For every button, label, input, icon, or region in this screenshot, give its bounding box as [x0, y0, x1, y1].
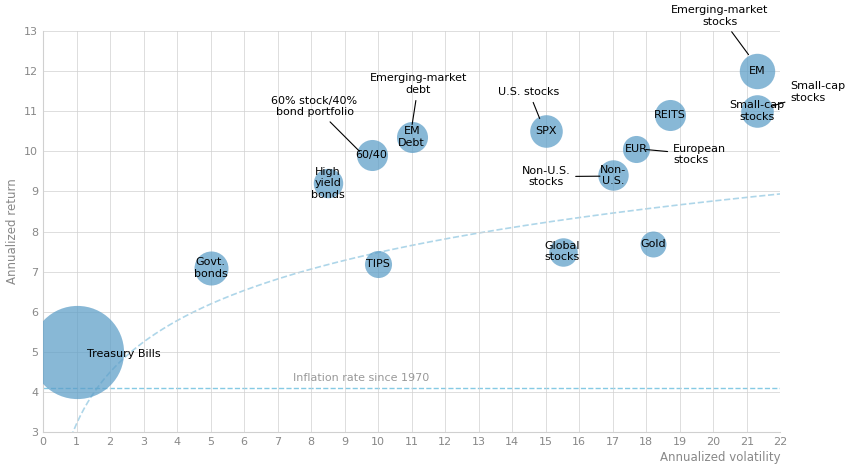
Text: European
stocks: European stocks [646, 144, 726, 165]
X-axis label: Annualized volatility: Annualized volatility [660, 452, 780, 464]
Point [321, 180, 335, 187]
Text: EUR: EUR [625, 144, 648, 154]
Text: Global
stocks: Global stocks [545, 241, 581, 262]
Point [365, 151, 378, 159]
Point [630, 146, 643, 153]
Point [539, 127, 552, 135]
Text: Treasury Bills: Treasury Bills [87, 349, 161, 359]
Text: Emerging-market
debt: Emerging-market debt [370, 73, 468, 125]
Point [556, 248, 570, 255]
Text: EM
Debt: EM Debt [399, 126, 425, 148]
Text: 60% stock/40%
bond portfolio: 60% stock/40% bond portfolio [271, 95, 360, 151]
Text: U.S. stocks: U.S. stocks [498, 87, 559, 118]
Text: Non-
U.S.: Non- U.S. [599, 164, 626, 186]
Point [646, 240, 660, 247]
Y-axis label: Annualized return: Annualized return [6, 179, 19, 284]
Text: High
yield
bonds: High yield bonds [311, 167, 345, 200]
Text: EM: EM [749, 66, 765, 76]
Text: Gold: Gold [640, 239, 666, 249]
Point [371, 260, 385, 267]
Text: Inflation rate since 1970: Inflation rate since 1970 [293, 374, 429, 384]
Point [606, 172, 620, 179]
Text: REITS: REITS [654, 110, 686, 120]
Text: Emerging-market
stocks: Emerging-market stocks [672, 5, 768, 55]
Text: 60/40: 60/40 [355, 150, 388, 160]
Point [750, 107, 763, 115]
Point [70, 348, 83, 356]
Point [750, 67, 763, 75]
Text: Small-cap
stocks: Small-cap stocks [771, 81, 846, 106]
Text: Govt.
bonds: Govt. bonds [194, 257, 228, 279]
Point [405, 133, 418, 141]
Text: Non-U.S.
stocks: Non-U.S. stocks [521, 166, 600, 188]
Point [204, 264, 218, 272]
Text: Small-cap
stocks: Small-cap stocks [729, 100, 785, 122]
Point [663, 111, 677, 119]
Text: TIPS: TIPS [366, 258, 390, 269]
Text: SPX: SPX [535, 126, 557, 136]
